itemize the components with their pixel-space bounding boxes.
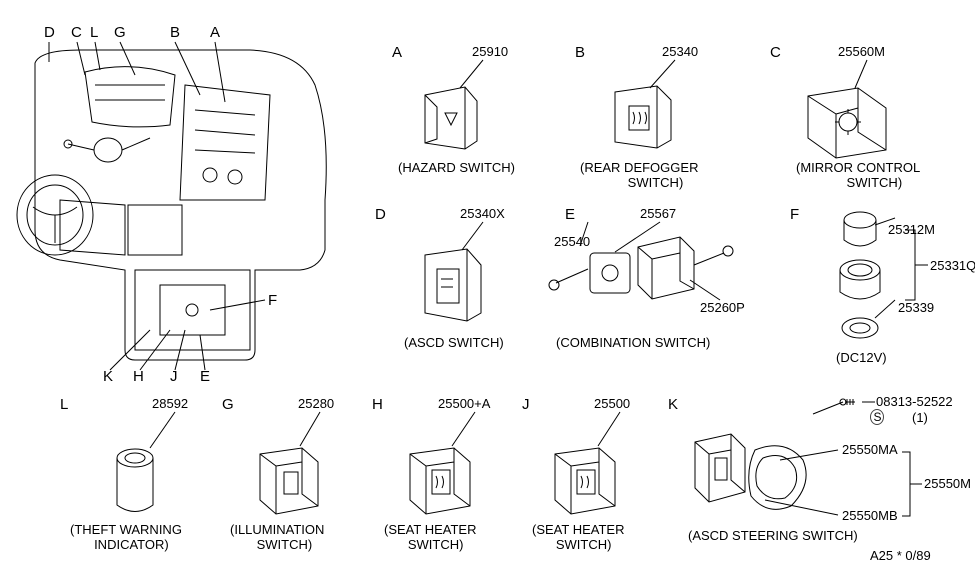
partnum-F-25339: 25339 (898, 300, 934, 315)
caption-J: (SEAT HEATER SWITCH) (532, 522, 624, 552)
caption-D: (ASCD SWITCH) (404, 335, 504, 350)
partnum-G: 25280 (298, 396, 334, 411)
partnum-K-screw: 08313-52522 (876, 394, 953, 409)
caption-C: (MIRROR CONTROL SWITCH) (796, 160, 920, 190)
part-letter-K: K (668, 396, 678, 413)
diagram-canvas: D C L G B A F K H J E A 25910 (HAZARD SW… (0, 0, 975, 566)
part-letter-A: A (392, 44, 402, 61)
dash-letter-G: G (114, 24, 126, 41)
partnum-K-25550M: 25550M (924, 476, 971, 491)
partnum-E-25567: 25567 (640, 206, 676, 221)
page-footer-code: A25 * 0/89 (870, 548, 931, 563)
dash-letter-D: D (44, 24, 55, 41)
partnum-K-screw-qty: (1) (912, 410, 928, 425)
part-letter-B: B (575, 44, 585, 61)
part-letter-J: J (522, 396, 530, 413)
diagram-svg (0, 0, 975, 566)
part-letter-D: D (375, 206, 386, 223)
dash-letter-H: H (133, 368, 144, 385)
partnum-L: 28592 (152, 396, 188, 411)
caption-A: (HAZARD SWITCH) (398, 160, 515, 175)
dash-letter-K: K (103, 368, 113, 385)
dash-letter-J: J (170, 368, 178, 385)
partnum-J: 25500 (594, 396, 630, 411)
caption-F: (DC12V) (836, 350, 887, 365)
caption-E: (COMBINATION SWITCH) (556, 335, 710, 350)
partnum-C: 25560M (838, 44, 885, 59)
partnum-D: 25340X (460, 206, 505, 221)
caption-B: (REAR DEFOGGER SWITCH) (580, 160, 698, 190)
partnum-F-25331Q: 25331Q (930, 258, 975, 273)
screw-symbol-circle: S (870, 409, 884, 425)
caption-L: (THEFT WARNING INDICATOR) (70, 522, 182, 552)
dash-letter-F: F (268, 292, 277, 309)
dash-letter-L: L (90, 24, 98, 41)
part-letter-L: L (60, 396, 68, 413)
partnum-H: 25500+A (438, 396, 490, 411)
part-letter-F: F (790, 206, 799, 223)
part-letter-E: E (565, 206, 575, 223)
dash-letter-C: C (71, 24, 82, 41)
partnum-E-25260P: 25260P (700, 300, 745, 315)
caption-H: (SEAT HEATER SWITCH) (384, 522, 476, 552)
part-letter-G: G (222, 396, 234, 413)
part-letter-H: H (372, 396, 383, 413)
dash-letter-E: E (200, 368, 210, 385)
partnum-K-25550MA: 25550MA (842, 442, 898, 457)
partnum-K-25550MB: 25550MB (842, 508, 898, 523)
dash-letter-A: A (210, 24, 220, 41)
caption-G: (ILLUMINATION SWITCH) (230, 522, 324, 552)
caption-K: (ASCD STEERING SWITCH) (688, 528, 858, 543)
part-letter-C: C (770, 44, 781, 61)
dash-letter-B: B (170, 24, 180, 41)
partnum-E-25540: 25540 (554, 234, 590, 249)
partnum-B: 25340 (662, 44, 698, 59)
partnum-A: 25910 (472, 44, 508, 59)
partnum-F-25312M: 25312M (888, 222, 935, 237)
